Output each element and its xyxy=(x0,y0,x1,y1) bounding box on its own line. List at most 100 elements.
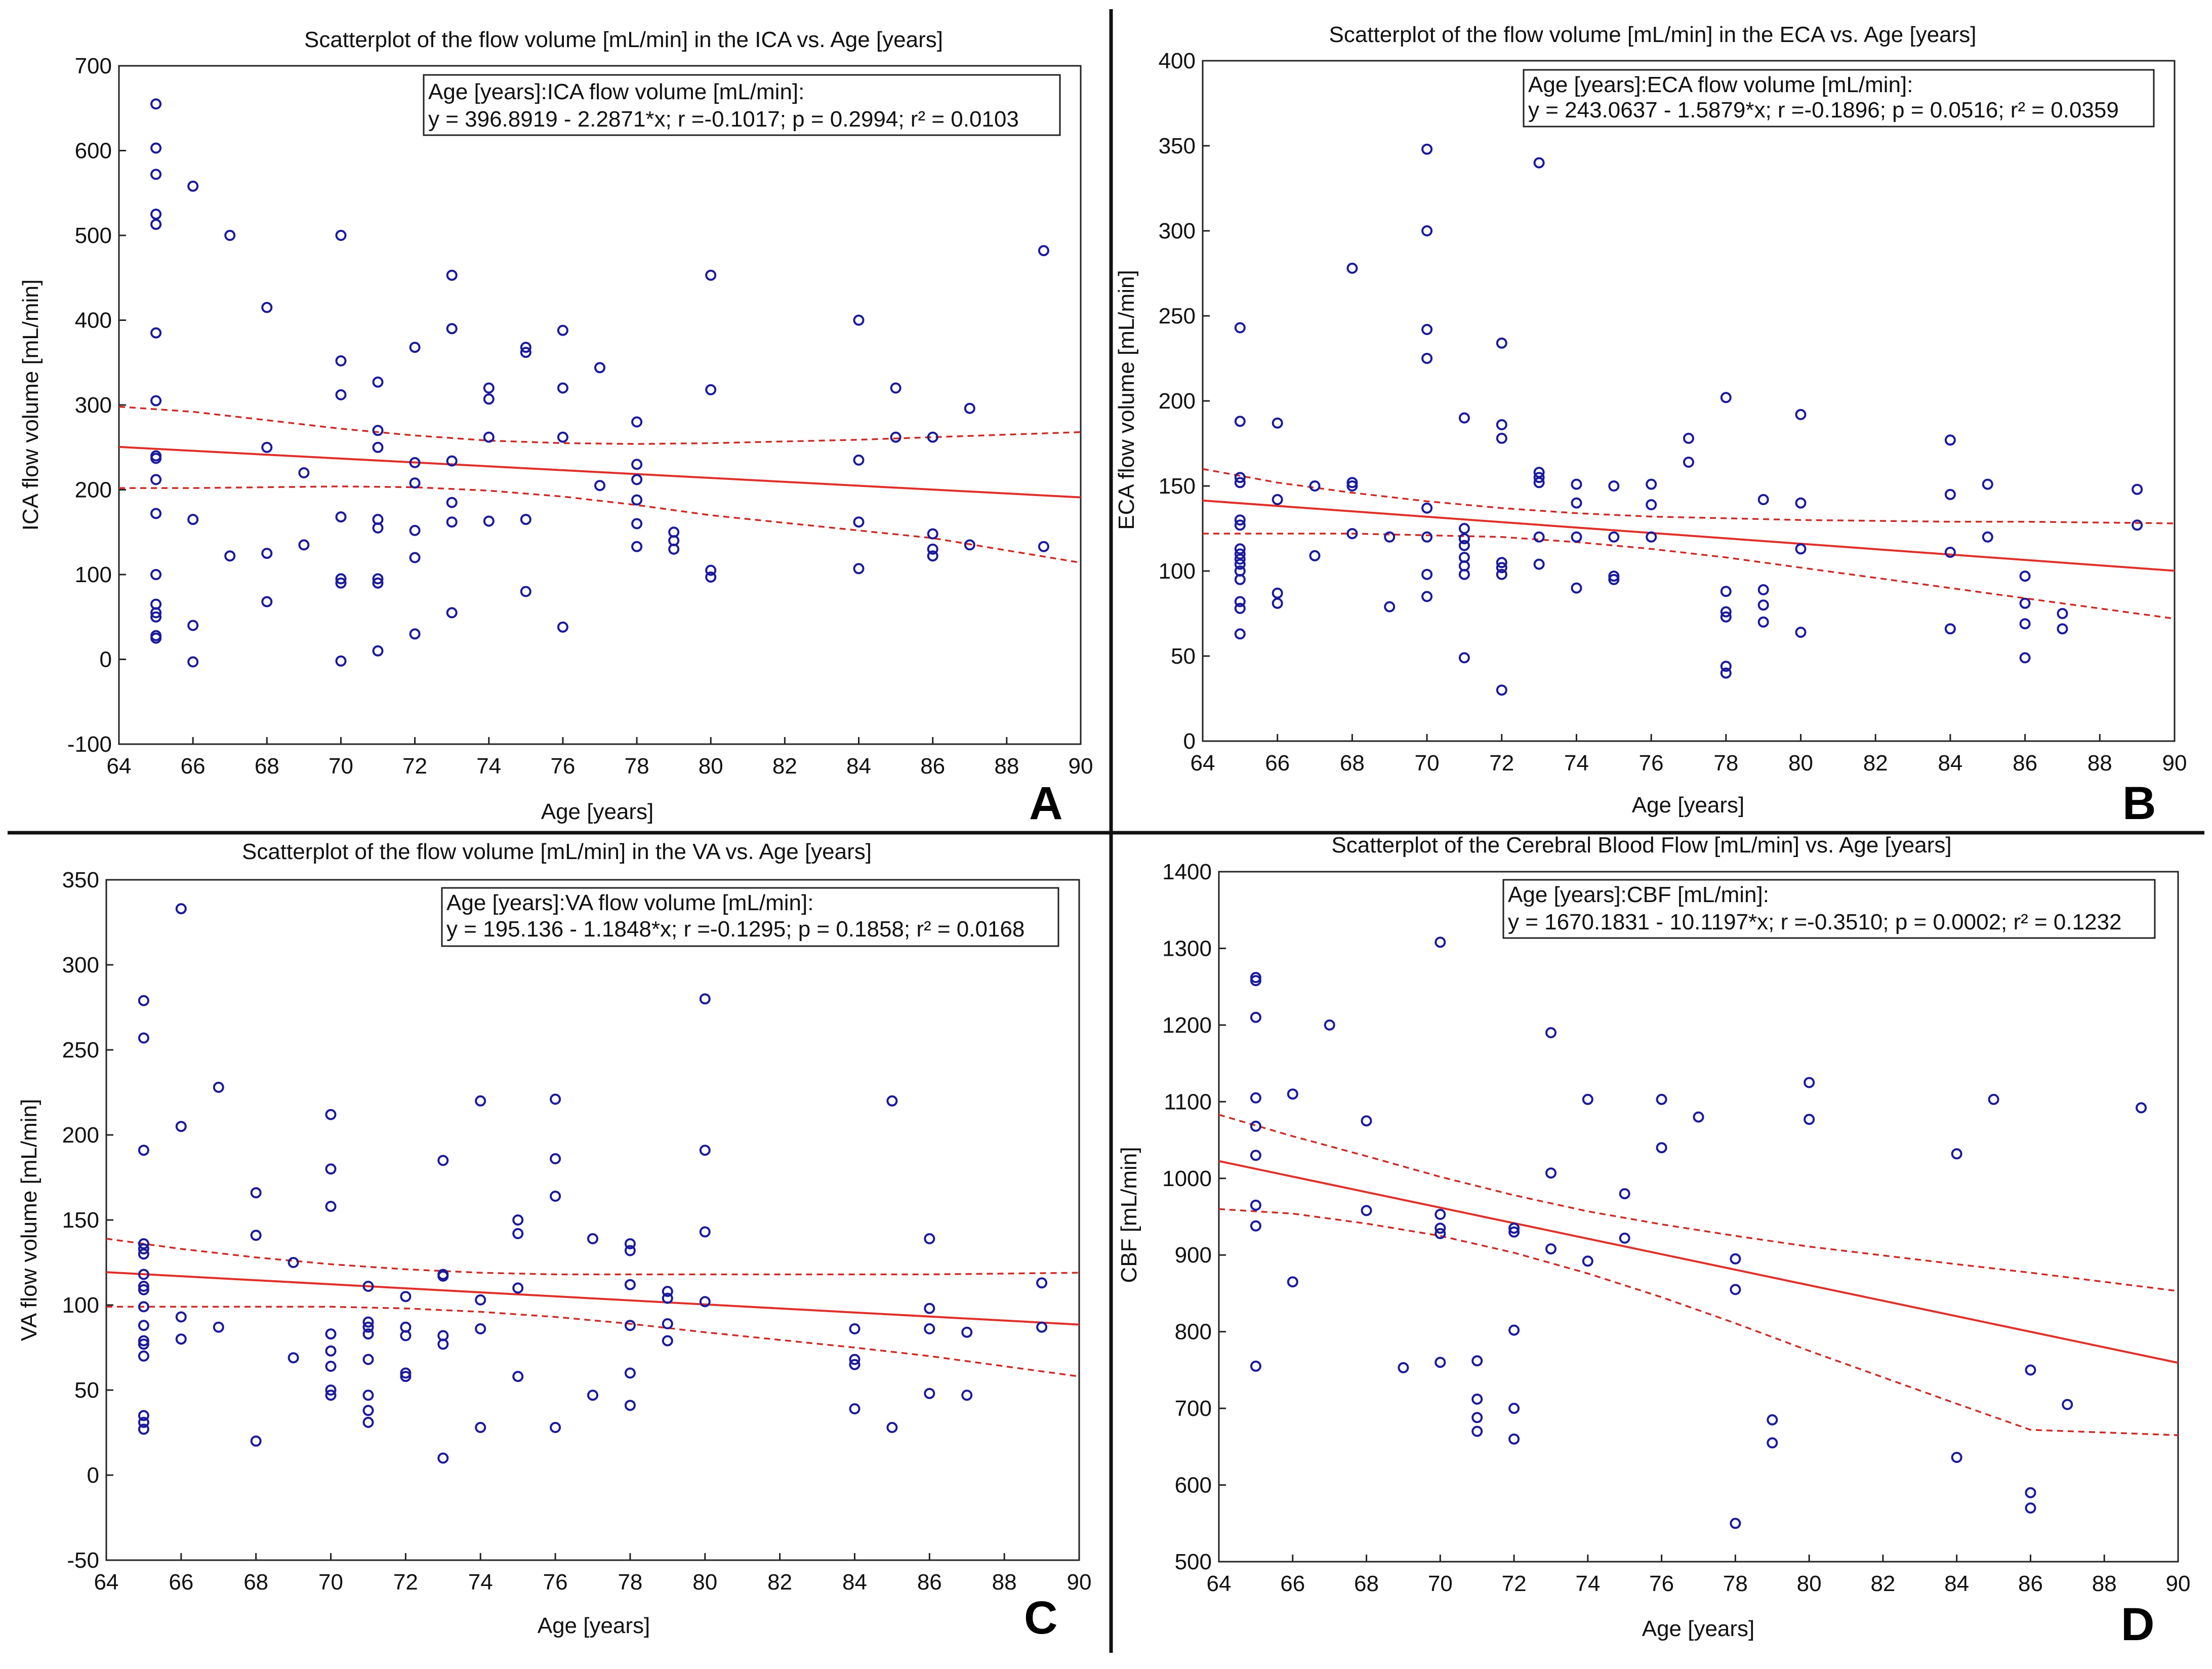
data-point xyxy=(187,620,199,631)
data-point xyxy=(409,457,421,468)
panel-A: Scatterplot of the flow volume [mL/min] … xyxy=(18,27,1093,829)
data-point xyxy=(1458,533,1470,545)
data-point xyxy=(849,1359,861,1370)
data-point xyxy=(1361,1205,1372,1216)
regression-line xyxy=(1202,499,2175,572)
data-point xyxy=(1421,502,1433,514)
y-tick-label: 800 xyxy=(1175,1320,1212,1345)
ci-lower-line xyxy=(1218,1208,2179,1436)
x-tick-label: 76 xyxy=(1649,1571,1674,1596)
y-tick-label: 350 xyxy=(62,868,99,892)
x-tick-label: 90 xyxy=(2162,751,2187,776)
data-point xyxy=(187,514,199,525)
data-point xyxy=(1234,322,1246,334)
data-point xyxy=(250,1230,262,1241)
data-point xyxy=(335,389,347,400)
chart-title: Scatterplot of the flow volume [mL/min] … xyxy=(242,839,872,864)
data-point xyxy=(849,1354,861,1365)
data-point xyxy=(1795,497,1807,509)
data-point xyxy=(1533,477,1545,489)
data-point xyxy=(1309,550,1321,561)
data-point xyxy=(1619,1232,1630,1244)
data-point xyxy=(705,269,717,281)
data-point xyxy=(1496,337,1507,349)
data-point xyxy=(1458,540,1470,551)
data-point xyxy=(1234,548,1246,560)
x-axis-label: Age [years] xyxy=(541,799,654,824)
y-tick-label: 0 xyxy=(1183,729,1196,754)
x-tick-label: 76 xyxy=(550,754,575,779)
equation-line-1: Age [years]:ICA flow volume [mL/min]: xyxy=(428,79,804,104)
data-point xyxy=(1250,975,1261,987)
y-tick-label: 100 xyxy=(75,562,112,587)
x-tick-label: 88 xyxy=(2092,1571,2117,1596)
x-tick-label: 88 xyxy=(2087,751,2112,776)
data-point xyxy=(150,327,162,339)
data-point xyxy=(1545,1167,1556,1179)
data-point xyxy=(2025,1487,2036,1498)
data-point xyxy=(1608,571,1620,582)
equation-line-1: Age [years]:VA flow volume [mL/min]: xyxy=(446,890,813,915)
data-point xyxy=(138,1281,149,1292)
data-point xyxy=(2019,597,2031,609)
data-point xyxy=(1944,547,1956,558)
x-tick-label: 86 xyxy=(2013,751,2037,776)
data-point xyxy=(150,219,162,230)
data-point xyxy=(1646,499,1657,510)
data-point xyxy=(1435,1223,1446,1234)
axis-ticks: 64 66 68 70 72 74 76 78 80 82 84 86 88 90 -100 0 100 200 3… xyxy=(67,54,1093,779)
confidence-band xyxy=(106,1238,1080,1377)
x-tick-label: 80 xyxy=(1788,751,1813,776)
y-tick-label: 300 xyxy=(75,393,112,418)
x-tick-label: 66 xyxy=(169,1570,193,1595)
x-tick-label: 68 xyxy=(1354,1571,1379,1596)
data-point xyxy=(1804,1114,1815,1125)
data-point xyxy=(175,903,187,915)
data-point xyxy=(372,645,384,657)
data-point xyxy=(362,1316,374,1328)
x-tick-label: 70 xyxy=(1428,1571,1453,1596)
confidence-band xyxy=(1218,1114,2179,1436)
data-point xyxy=(2136,1102,2147,1114)
data-point xyxy=(1533,472,1545,483)
fit-line xyxy=(1202,499,2175,572)
data-point xyxy=(1730,1253,1741,1265)
data-point xyxy=(1346,480,1358,492)
data-points xyxy=(138,903,1048,1464)
y-tick-label: 200 xyxy=(75,478,112,503)
data-point xyxy=(325,1345,337,1357)
data-point xyxy=(409,342,421,353)
data-point xyxy=(298,467,310,478)
data-point xyxy=(662,1292,673,1304)
data-points xyxy=(150,98,1049,668)
data-point xyxy=(1384,601,1396,613)
x-tick-label: 84 xyxy=(842,1570,867,1595)
data-point xyxy=(699,1296,711,1308)
data-point xyxy=(1272,597,1283,609)
data-point xyxy=(138,1238,149,1249)
data-point xyxy=(288,1352,299,1364)
data-point xyxy=(446,455,458,467)
panel-C: Scatterplot of the flow volume [mL/min] … xyxy=(17,839,1091,1644)
data-point xyxy=(1234,543,1246,555)
data-point xyxy=(138,1320,149,1331)
data-point xyxy=(2025,1502,2036,1514)
data-point xyxy=(150,611,162,623)
y-tick-label: 1000 xyxy=(1162,1166,1212,1191)
x-tick-label: 70 xyxy=(318,1570,343,1595)
equation-line-2: y = 396.8919 - 2.2871*x; r =-0.1017; p =… xyxy=(428,107,1019,132)
data-point xyxy=(1795,627,1807,638)
data-point xyxy=(1646,531,1657,543)
data-point xyxy=(624,1400,636,1411)
data-point xyxy=(2019,652,2031,664)
data-point xyxy=(400,1291,412,1302)
data-point xyxy=(1234,514,1246,526)
data-point xyxy=(2132,483,2143,495)
data-point xyxy=(1234,628,1246,640)
axis-ticks: 64 66 68 70 72 74 76 78 80 82 84 86 88 90 0 50 100 150 200… xyxy=(1159,49,2187,776)
x-tick-label: 68 xyxy=(255,754,279,779)
x-tick-label: 86 xyxy=(917,1570,942,1595)
data-point xyxy=(1496,432,1507,444)
equation-line-2: y = 243.0637 - 1.5879*x; r =-0.1896; p =… xyxy=(1528,98,2119,123)
data-point xyxy=(325,1328,337,1340)
